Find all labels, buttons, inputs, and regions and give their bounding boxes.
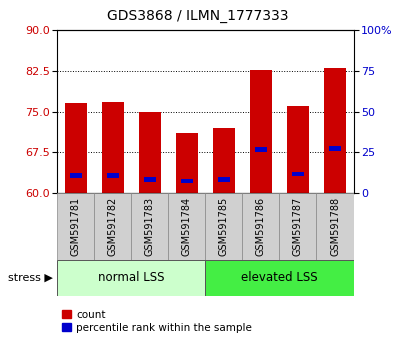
Bar — [218, 177, 230, 182]
Text: GSM591787: GSM591787 — [293, 197, 303, 256]
Text: elevated LSS: elevated LSS — [241, 272, 318, 284]
Bar — [292, 172, 304, 176]
Bar — [329, 146, 341, 150]
Bar — [57, 193, 94, 260]
Bar — [287, 106, 309, 193]
Bar — [102, 102, 124, 193]
Bar — [132, 193, 168, 260]
Bar — [316, 193, 354, 260]
Bar — [181, 179, 193, 183]
Text: GSM591783: GSM591783 — [145, 197, 155, 256]
Bar — [280, 193, 316, 260]
Bar — [70, 173, 82, 178]
Bar — [139, 112, 161, 193]
Bar — [65, 103, 87, 193]
Bar — [250, 70, 272, 193]
Text: GSM591785: GSM591785 — [219, 197, 229, 256]
Text: GSM591781: GSM591781 — [71, 197, 81, 256]
Bar — [94, 193, 131, 260]
Text: normal LSS: normal LSS — [98, 272, 165, 284]
Bar — [107, 173, 119, 178]
Legend: count, percentile rank within the sample: count, percentile rank within the sample — [62, 310, 252, 333]
Text: GSM591784: GSM591784 — [182, 197, 192, 256]
Bar — [213, 128, 235, 193]
Bar — [57, 260, 205, 296]
Bar — [168, 193, 205, 260]
Text: stress ▶: stress ▶ — [8, 273, 53, 283]
Text: GSM591788: GSM591788 — [330, 197, 340, 256]
Bar — [205, 260, 354, 296]
Bar — [255, 147, 267, 152]
Bar — [243, 193, 280, 260]
Text: GSM591786: GSM591786 — [256, 197, 266, 256]
Bar — [205, 193, 243, 260]
Text: GSM591782: GSM591782 — [108, 197, 118, 256]
Bar — [144, 177, 156, 182]
Text: GDS3868 / ILMN_1777333: GDS3868 / ILMN_1777333 — [107, 9, 288, 23]
Bar — [324, 68, 346, 193]
Bar — [176, 133, 198, 193]
